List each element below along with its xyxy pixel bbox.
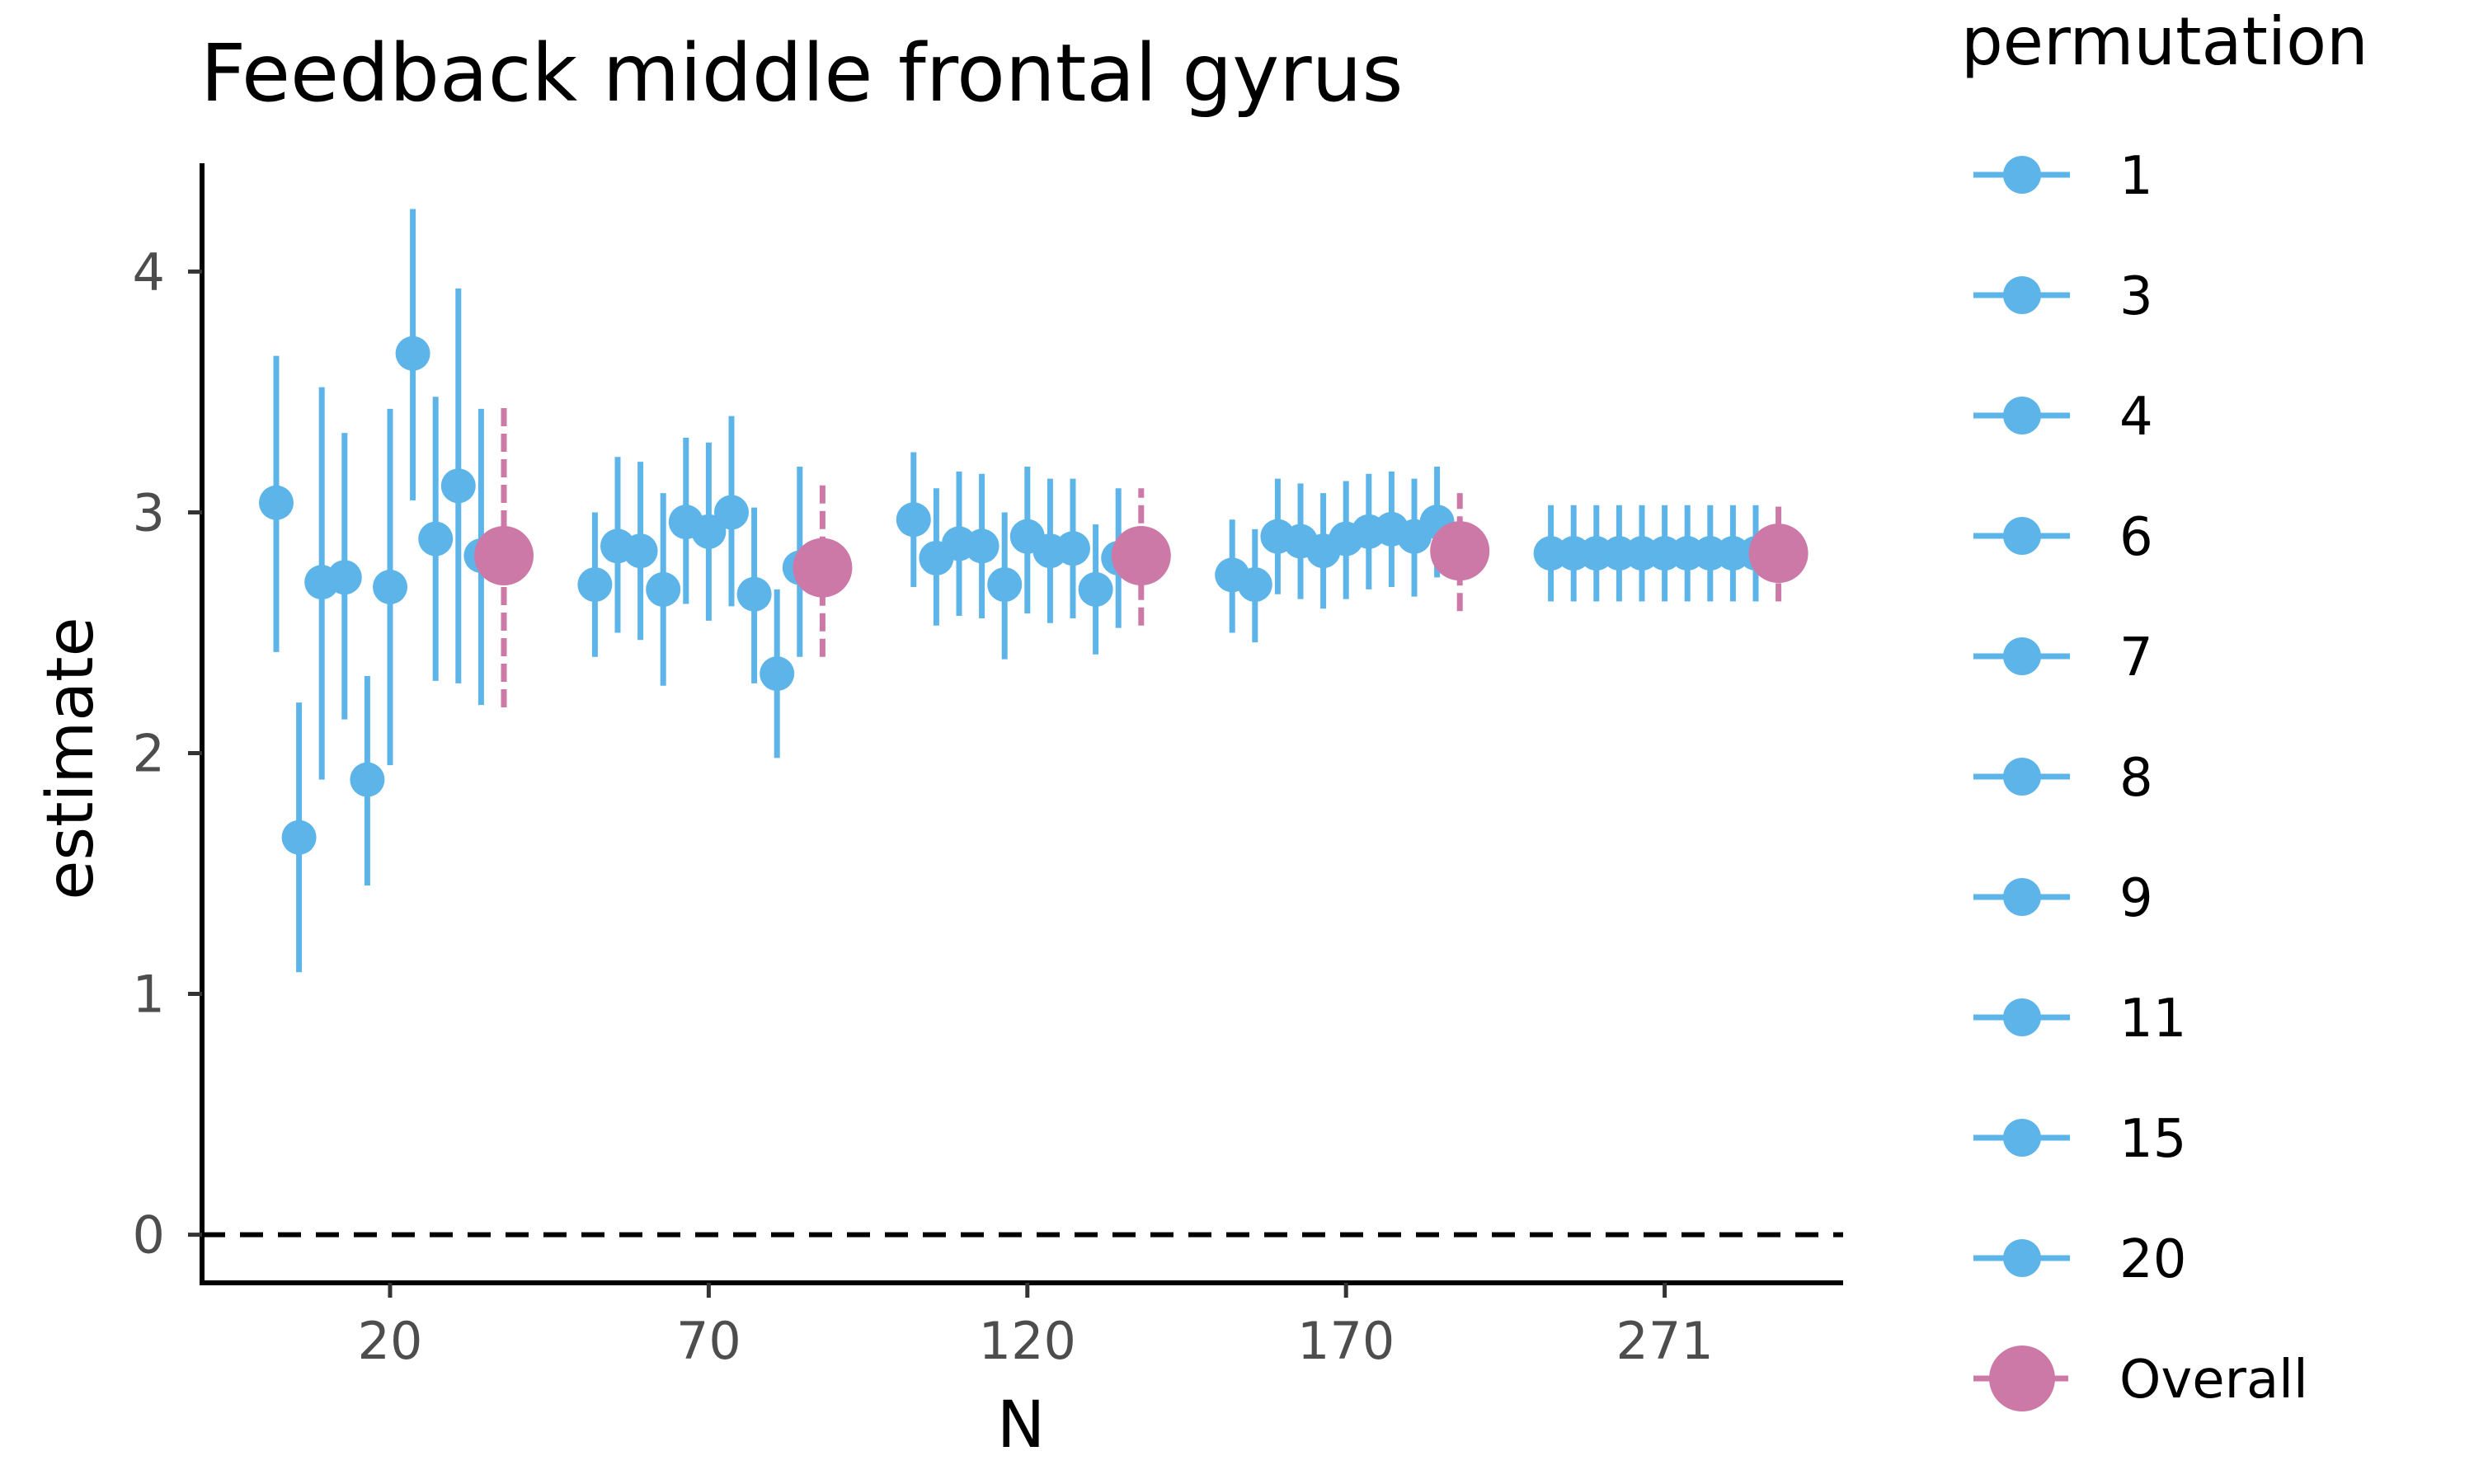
legend-label: 9	[2119, 868, 2153, 929]
estimate-point	[964, 528, 999, 564]
estimate-point	[327, 560, 362, 595]
legend-label: 8	[2119, 748, 2153, 809]
legend-key-point	[2003, 276, 2041, 314]
legend-item-permutation: 6	[1973, 507, 2153, 568]
legend-key-point	[2003, 637, 2041, 675]
estimate-point	[646, 571, 681, 607]
legend-item-permutation: 7	[1973, 627, 2153, 688]
estimate-point	[350, 762, 385, 797]
y-ticks: 0 1 2 3 4	[133, 242, 202, 1266]
legend-key-point	[2003, 1239, 2041, 1277]
estimate-point	[281, 819, 317, 855]
y-tick-label: 3	[133, 482, 165, 542]
legend: permutation 1 3 4 6 7 8 9 11 15 20 Overall	[1961, 3, 2368, 1411]
estimate-point	[736, 576, 772, 612]
overall-point	[1748, 524, 1808, 584]
legend-label: 11	[2119, 989, 2186, 1050]
legend-key-point	[1989, 1345, 2055, 1411]
legend-key-point	[2003, 758, 2041, 796]
estimate-point	[577, 567, 613, 603]
axes	[200, 163, 1843, 1285]
x-tick-label: 271	[1616, 1311, 1713, 1371]
x-ticks: 20 70 120 170 271	[358, 1283, 1714, 1371]
estimate-point	[714, 495, 749, 530]
legend-item-permutation: 1	[1973, 146, 2153, 207]
legend-label: Overall	[2119, 1350, 2308, 1411]
legend-item-permutation: 3	[1973, 266, 2153, 327]
estimate-point	[896, 502, 931, 538]
legend-item-permutation: 8	[1973, 748, 2153, 809]
legend-key-point	[2003, 878, 2041, 916]
estimate-point	[259, 485, 294, 520]
estimate-point	[1078, 571, 1113, 607]
overall-point	[1430, 521, 1490, 581]
estimate-point	[691, 514, 727, 549]
overall-point	[793, 538, 853, 598]
legend-key-point	[2003, 517, 2041, 555]
legend-items: 1 3 4 6 7 8 9 11 15 20 Overall	[1973, 146, 2308, 1411]
x-tick-label: 70	[676, 1311, 741, 1371]
legend-key-point	[2003, 397, 2041, 434]
legend-item-overall: Overall	[1973, 1345, 2308, 1411]
legend-label: 7	[2119, 627, 2153, 688]
legend-item-permutation: 11	[1973, 989, 2186, 1050]
y-tick-label: 1	[133, 965, 165, 1025]
legend-title: permutation	[1961, 3, 2368, 80]
legend-key-point	[2003, 998, 2041, 1036]
x-tick-label: 170	[1297, 1311, 1395, 1371]
legend-label: 3	[2119, 266, 2153, 327]
y-tick-label: 2	[133, 724, 165, 784]
legend-item-permutation: 4	[1973, 387, 2153, 448]
x-tick-label: 20	[358, 1311, 423, 1371]
x-tick-label: 120	[979, 1311, 1076, 1371]
data-marks	[259, 209, 1808, 973]
legend-key-point	[2003, 156, 2041, 194]
estimate-point	[987, 567, 1023, 603]
legend-key-point	[2003, 1119, 2041, 1157]
y-axis-title: estimate	[34, 617, 108, 899]
legend-label: 20	[2119, 1229, 2186, 1290]
legend-label: 1	[2119, 146, 2153, 207]
y-tick-label: 4	[133, 242, 165, 302]
estimate-point	[1237, 567, 1272, 603]
estimate-point	[760, 656, 795, 692]
estimate-point	[1056, 531, 1090, 566]
legend-label: 15	[2119, 1109, 2186, 1170]
overall-point	[474, 526, 534, 586]
estimate-point	[418, 521, 454, 556]
estimate-point	[623, 533, 658, 569]
legend-label: 6	[2119, 507, 2153, 568]
legend-item-permutation: 9	[1973, 868, 2153, 929]
legend-label: 4	[2119, 387, 2153, 448]
estimate-point	[395, 336, 430, 371]
x-axis-title: N	[997, 1388, 1045, 1463]
legend-item-permutation: 20	[1973, 1229, 2186, 1290]
estimate-point	[440, 468, 476, 504]
estimate-point	[373, 569, 407, 604]
y-tick-label: 0	[133, 1205, 165, 1266]
legend-item-permutation: 15	[1973, 1109, 2186, 1170]
overall-point	[1111, 526, 1171, 586]
chart-title: Feedback middle frontal gyrus	[200, 27, 1403, 120]
